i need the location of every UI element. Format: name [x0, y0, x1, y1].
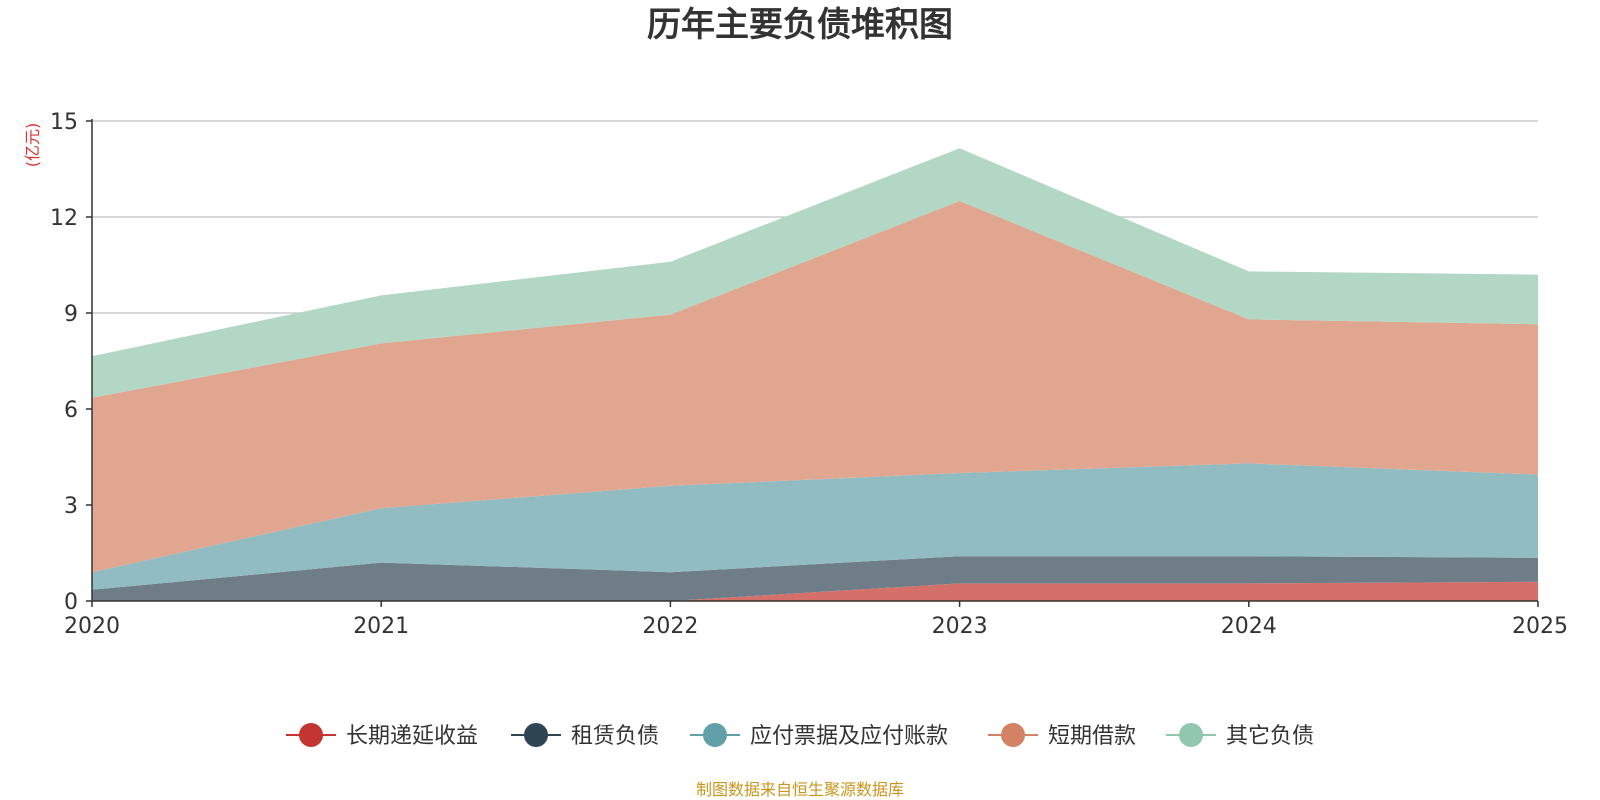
x-tick-label: 2021 — [353, 614, 409, 639]
x-tick-label: 2020 — [64, 614, 120, 639]
x-tick-label: 2022 — [642, 614, 698, 639]
x-tick-label: 2024 — [1221, 614, 1277, 639]
area-series-1 — [92, 556, 1538, 601]
y-axis-unit-label: (亿元) — [23, 123, 42, 168]
y-tick-label: 12 — [50, 206, 78, 231]
legend-circle-icon — [1001, 723, 1025, 747]
legend-item-0[interactable]: 长期递延收益 — [286, 723, 478, 749]
legend-circle-icon — [703, 723, 727, 747]
legend-label: 短期借款 — [1048, 724, 1136, 749]
x-tick-label: 2025 — [1512, 614, 1568, 639]
legend-label: 长期递延收益 — [346, 724, 478, 749]
area-series-4 — [92, 148, 1538, 398]
legend-item-2[interactable]: 应付票据及应付账款 — [690, 723, 948, 749]
y-tick-label: 0 — [64, 590, 78, 615]
legend-label: 其它负债 — [1226, 724, 1314, 749]
legend-circle-icon — [1179, 723, 1203, 747]
y-tick-label: 3 — [64, 494, 78, 519]
x-axis-ticks: 2020 2021 2022 2023 2024 2025 — [64, 601, 1568, 639]
axes — [91, 119, 1538, 602]
y-tick-label: 9 — [64, 302, 78, 327]
chart-title: 历年主要负债堆积图 — [647, 5, 953, 45]
legend-item-4[interactable]: 其它负债 — [1166, 723, 1314, 749]
legend-label: 应付票据及应付账款 — [750, 724, 948, 749]
area-series-2 — [92, 463, 1538, 590]
legend-item-1[interactable]: 租赁负债 — [511, 723, 659, 749]
y-axis-ticks: 0 3 6 9 12 15 — [50, 110, 92, 615]
legend-label: 租赁负债 — [571, 724, 659, 749]
legend: 长期递延收益 租赁负债 应付票据及应付账款 短期借款 其它负债 — [286, 723, 1314, 749]
data-source-note: 制图数据来自恒生聚源数据库 — [696, 780, 904, 799]
area-series-0 — [92, 581, 1538, 601]
legend-item-3[interactable]: 短期借款 — [988, 723, 1136, 749]
y-tick-label: 15 — [50, 110, 78, 135]
series-areas — [92, 148, 1538, 601]
x-tick-label: 2023 — [932, 614, 988, 639]
legend-circle-icon — [299, 723, 323, 747]
area-series-3 — [92, 201, 1538, 573]
y-tick-label: 6 — [64, 398, 78, 423]
legend-circle-icon — [524, 723, 548, 747]
